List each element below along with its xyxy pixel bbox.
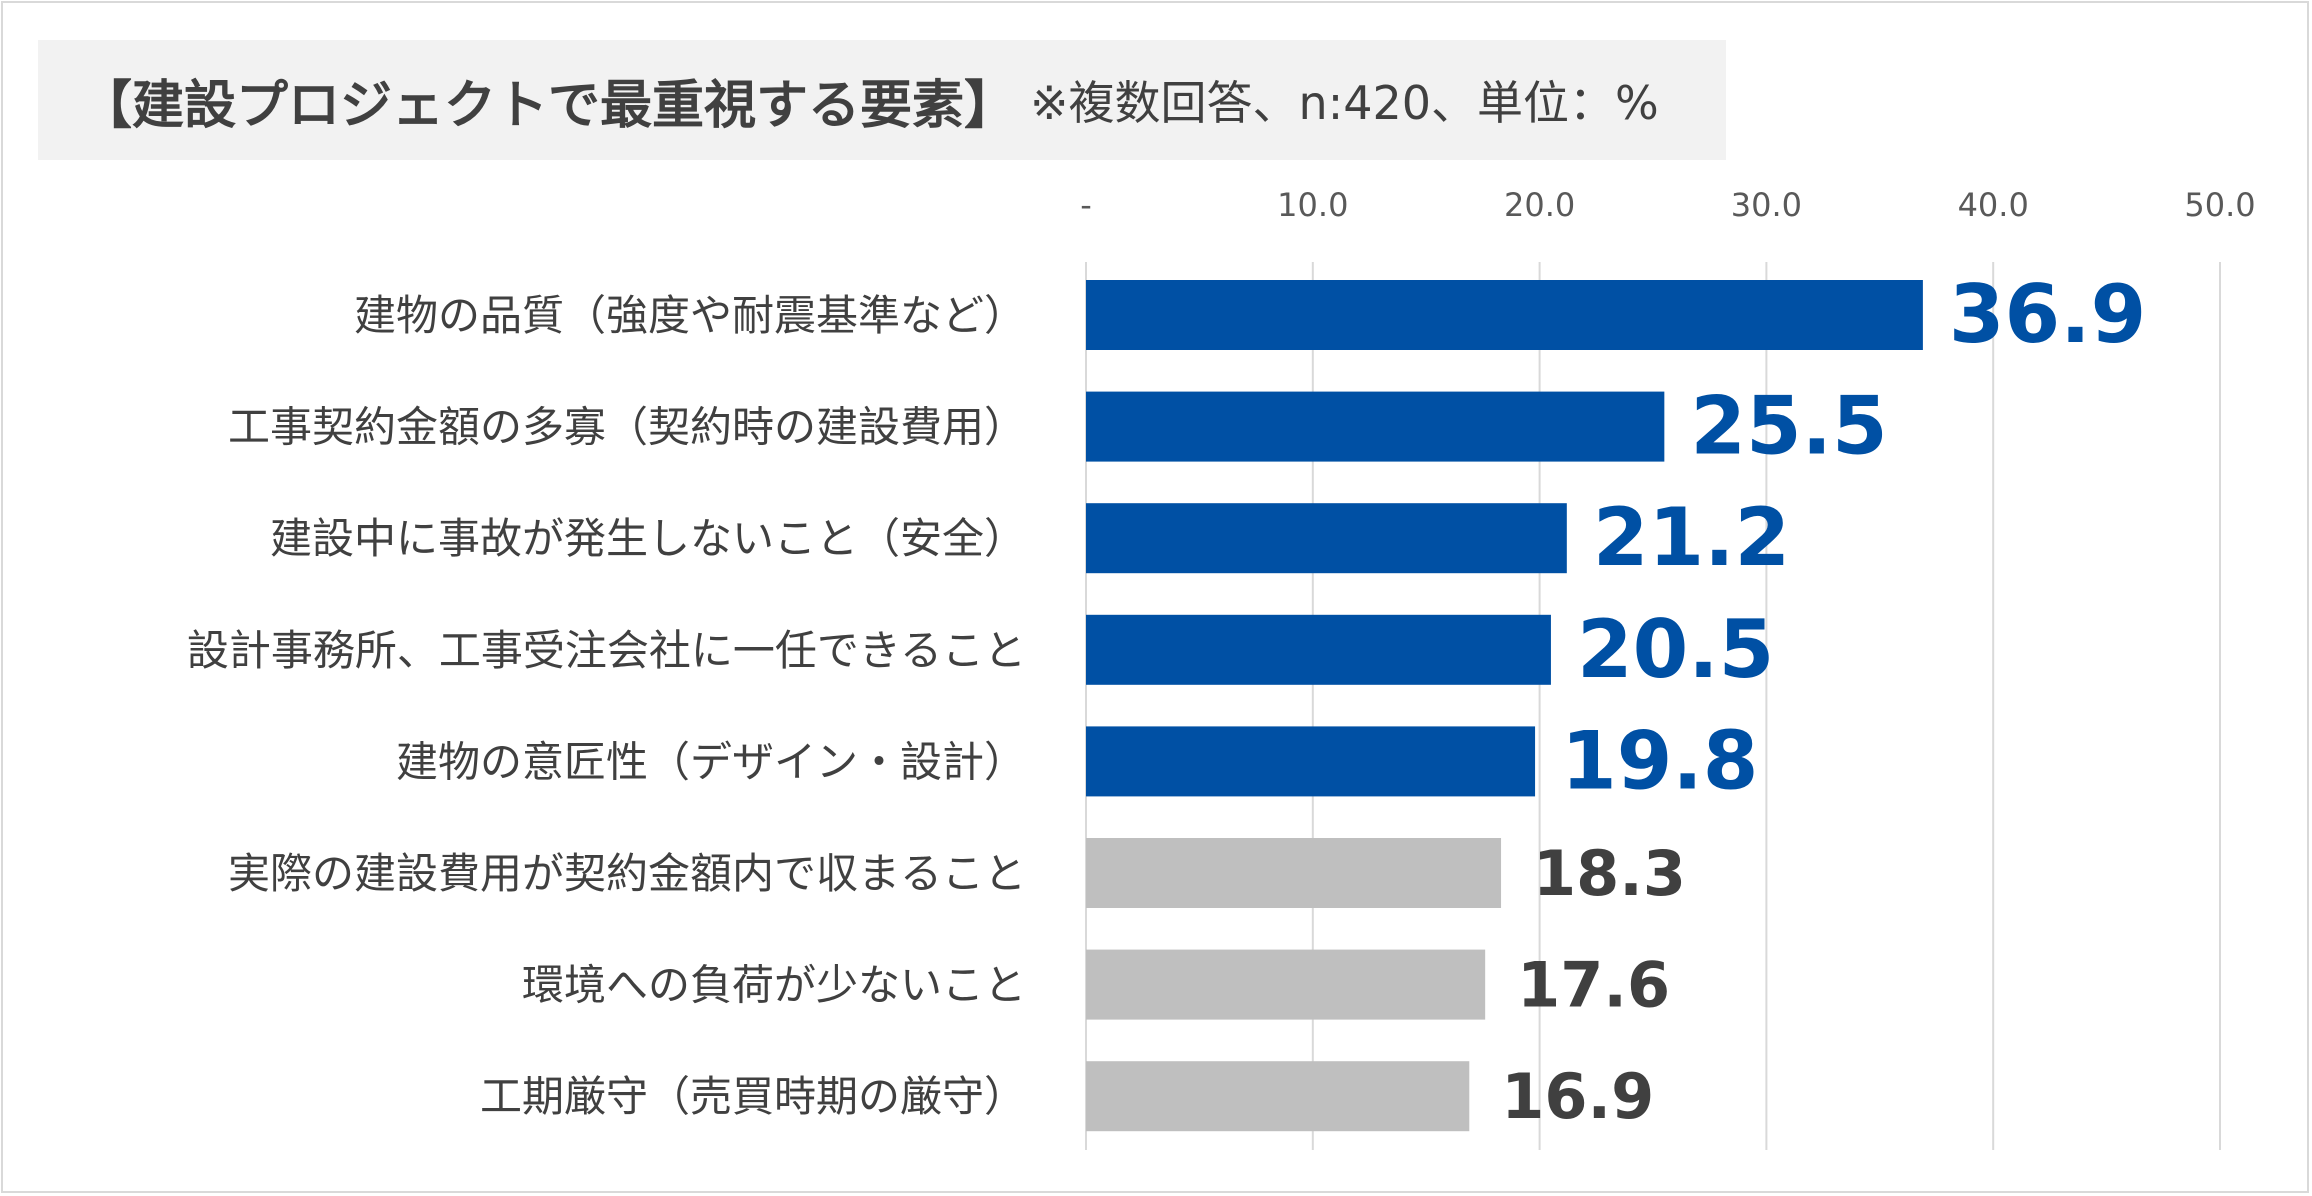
x-tick-label-2: 20.0 — [1504, 186, 1575, 224]
category-label-8: 工期厳守（売買時期の厳守） — [480, 1072, 1026, 1121]
x-tick-label-1: 10.0 — [1277, 186, 1348, 224]
category-label-7: 環境への負荷が少ないこと — [522, 961, 1026, 1010]
bar-2 — [1086, 391, 1665, 462]
x-tick-label-0: - — [1080, 186, 1092, 224]
bar-7 — [1086, 949, 1486, 1020]
value-label-7: 17.6 — [1517, 949, 1670, 1022]
bar-4 — [1086, 614, 1551, 685]
x-axis-ticks: - 10.0 20.0 30.0 40.0 50.0 — [1080, 186, 2255, 224]
value-label-1: 36.9 — [1949, 268, 2146, 361]
category-label-1: 建物の品質（強度や耐震基準など） — [354, 291, 1026, 340]
bars — [1086, 280, 1923, 1132]
value-label-5: 19.8 — [1561, 714, 1758, 807]
category-labels: 建物の品質（強度や耐震基準など） 工事契約金額の多寡（契約時の建設費用） 建設中に事… — [187, 291, 1026, 1121]
value-label-8: 16.9 — [1501, 1060, 1654, 1133]
value-label-3: 21.2 — [1593, 491, 1790, 584]
category-label-5: 建物の意匠性（デザイン・設計） — [396, 737, 1026, 786]
category-label-6: 実際の建設費用が契約金額内で収まること — [228, 849, 1026, 898]
chart-title-box: 【建設プロジェクトで最重視する要素】 ※複数回答、n:420、単位：% — [38, 40, 1726, 160]
bar-6 — [1086, 838, 1502, 908]
bar-1 — [1086, 280, 1923, 350]
value-label-2: 25.5 — [1690, 380, 1887, 473]
category-label-2: 工事契約金額の多寡（契約時の建設費用） — [228, 403, 1026, 452]
chart-subtitle: ※複数回答、n:420、単位：% — [1030, 76, 1659, 130]
value-labels: 36.9 25.5 21.2 20.5 19.8 18.3 17.6 16.9 — [1501, 268, 2146, 1133]
x-tick-label-4: 40.0 — [1958, 186, 2029, 224]
x-tick-label-5: 50.0 — [2184, 186, 2255, 224]
x-tick-label-3: 30.0 — [1731, 186, 1802, 224]
value-label-6: 18.3 — [1533, 837, 1686, 910]
value-label-4: 20.5 — [1577, 603, 1774, 696]
chart-title: 【建設プロジェクトで最重視する要素】 — [80, 75, 1017, 136]
category-label-4: 設計事務所、工事受注会社に一任できること — [187, 626, 1026, 675]
bar-5 — [1086, 726, 1536, 797]
bar-3 — [1086, 503, 1567, 574]
bar-8 — [1086, 1061, 1470, 1132]
category-label-3: 建設中に事故が発生しないこと（安全） — [270, 514, 1026, 563]
